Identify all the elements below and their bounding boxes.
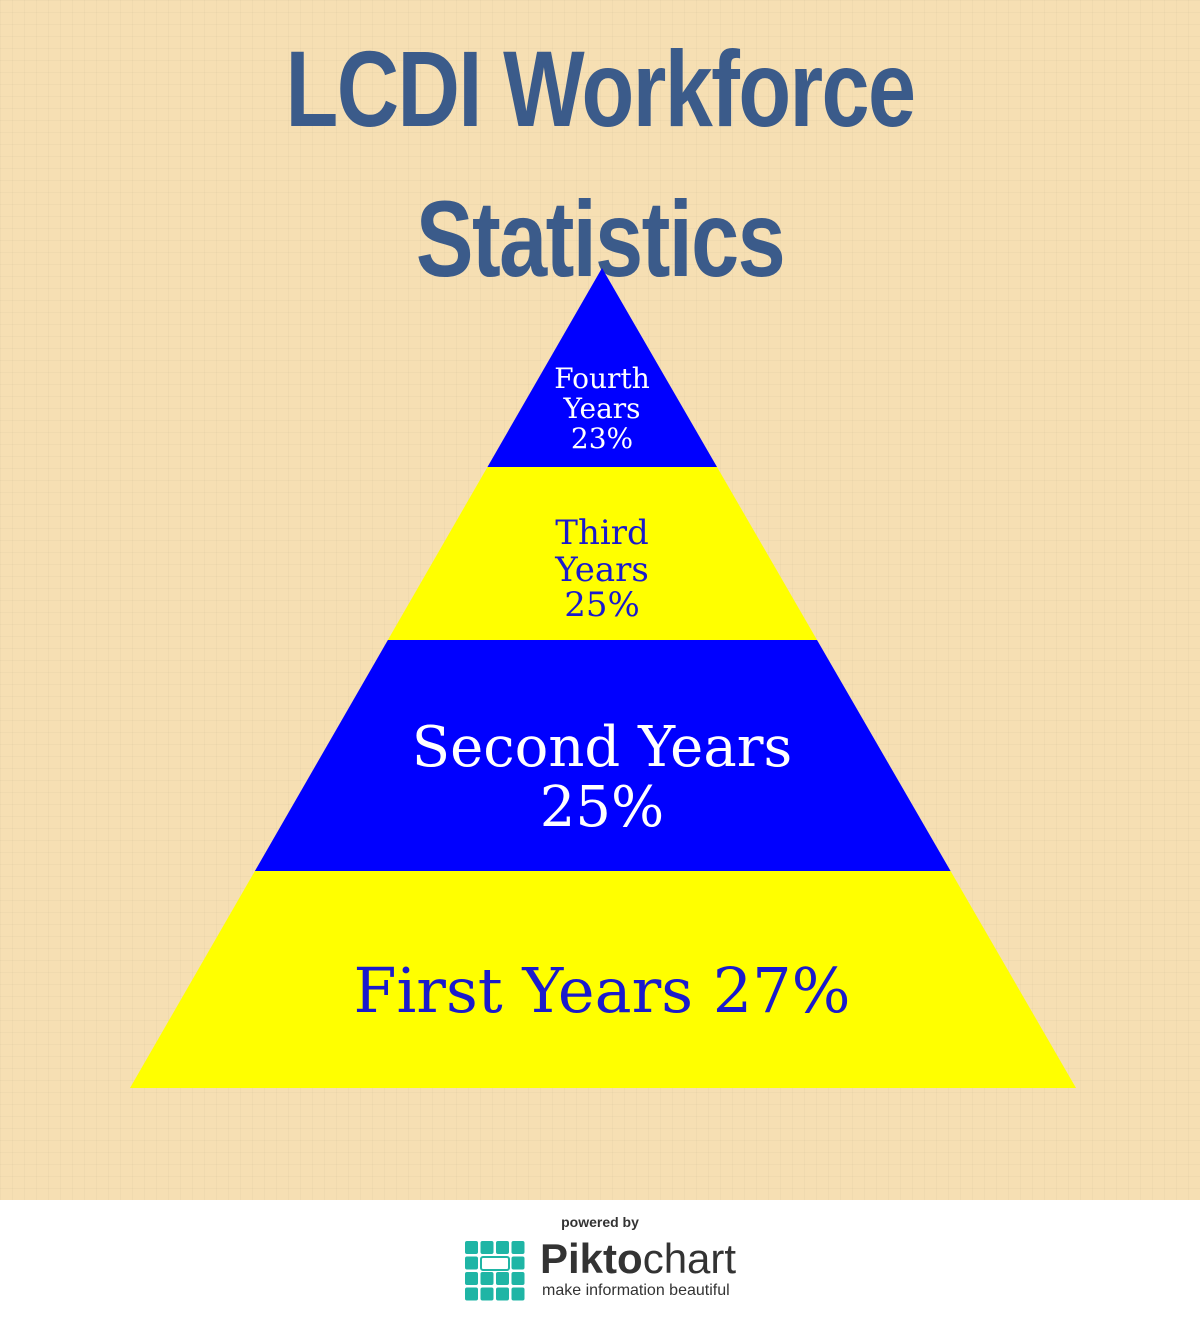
pyramid-tier-2	[387, 467, 818, 640]
pyramid-tier-1	[487, 268, 718, 467]
tier-2-label-line-2: Years	[554, 550, 649, 590]
logo-cell-2	[480, 1241, 494, 1254]
logo-cell-3	[496, 1241, 509, 1254]
logo-cell-11	[465, 1287, 478, 1301]
tier-3-label-line-1: Second Years	[412, 715, 792, 780]
tier-2-label-line-3: 25%	[564, 585, 640, 625]
logo-cell-13	[496, 1287, 509, 1301]
logo-cell-4	[511, 1241, 525, 1254]
tier-4-label-line-1: First Years 27%	[353, 954, 850, 1027]
logo-cell-6	[511, 1256, 525, 1270]
infographic-canvas: LCDI Workforce Statistics Fourth Years 23%…	[0, 0, 1200, 1200]
piktochart-wordmark[interactable]: Piktochart	[540, 1236, 736, 1282]
logo-cell-14	[511, 1287, 525, 1301]
logo-inner-cell	[480, 1256, 510, 1271]
logo-cell-12	[480, 1287, 494, 1301]
footer: powered by Piktochart make information b…	[0, 1200, 1200, 1320]
tier-1-label-line-2: Years	[562, 392, 640, 425]
tier-2-label-line-1: Third	[555, 513, 648, 553]
tier-1-label-line-3: 23%	[571, 422, 633, 455]
piktochart-logo-icon[interactable]	[464, 1240, 526, 1302]
logo-cell-8	[480, 1272, 494, 1285]
chart-title: LCDI Workforce Statistics	[285, 28, 917, 299]
logo-cell-9	[496, 1272, 509, 1285]
logo-cell-10	[511, 1272, 525, 1285]
tier-1-label-line-1: Fourth	[554, 362, 649, 395]
pyramid-tier-3	[254, 640, 951, 871]
logo-cell-7	[465, 1272, 478, 1285]
logo-cell-5	[465, 1256, 478, 1270]
brand-light: chart	[642, 1235, 737, 1282]
tier-3-label-line-2: 25%	[540, 775, 664, 840]
logo-cell-1	[465, 1241, 478, 1254]
powered-by-text: powered by	[561, 1214, 639, 1230]
brand-bold: Pikto	[540, 1235, 643, 1282]
brand-tagline: make information beautiful	[542, 1282, 730, 1299]
pyramid-tier-4	[130, 871, 1076, 1088]
